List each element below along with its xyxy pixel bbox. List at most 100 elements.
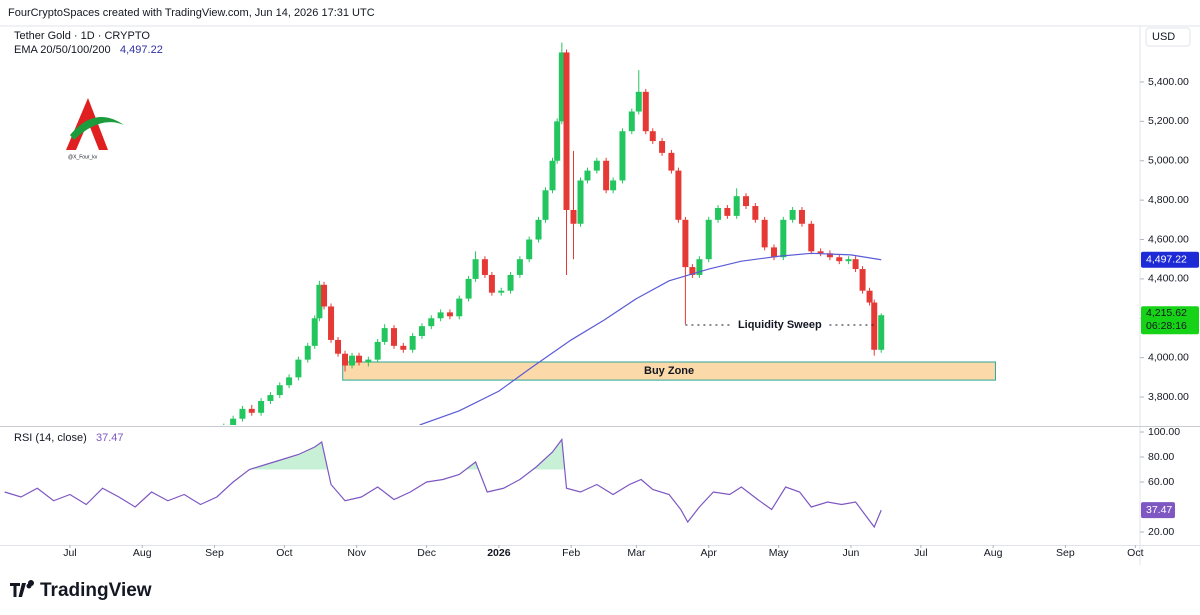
brand-name: TradingView bbox=[40, 580, 152, 601]
candle-body bbox=[390, 328, 397, 346]
candle-body bbox=[342, 353, 349, 366]
ema-line bbox=[419, 252, 882, 425]
price-pane: Buy Zone Liquidity Sweep bbox=[223, 42, 996, 425]
currency-box[interactable] bbox=[1145, 27, 1191, 47]
candle-body bbox=[526, 239, 533, 260]
candle-body bbox=[668, 152, 675, 171]
candle-body bbox=[516, 259, 523, 275]
candle-body bbox=[258, 400, 265, 413]
candle-body bbox=[535, 219, 542, 240]
candle-body bbox=[400, 345, 407, 350]
ema-legend-value: 4,497.22 bbox=[120, 44, 163, 56]
rsi-tick-label: 100.00 bbox=[1148, 426, 1180, 438]
candle-body bbox=[542, 190, 549, 220]
candle-body bbox=[481, 259, 488, 275]
candle-body bbox=[610, 180, 617, 191]
x-tick-label: Apr bbox=[701, 547, 718, 559]
candle-body bbox=[715, 208, 722, 220]
close-price-label: 4,215.62 bbox=[1146, 307, 1187, 319]
y-tick-label: 5,000.00 bbox=[1148, 155, 1189, 167]
candle-body bbox=[871, 302, 878, 350]
rsi-pane bbox=[4, 437, 882, 529]
y-tick-label: 4,600.00 bbox=[1148, 233, 1189, 245]
x-tick-label: Aug bbox=[133, 547, 152, 559]
candle-body bbox=[675, 170, 682, 220]
x-tick-label: Sep bbox=[205, 547, 224, 559]
candle-body bbox=[628, 111, 635, 132]
logo-caption: @X_Four_kv bbox=[68, 154, 98, 160]
brand-mark bbox=[10, 580, 34, 597]
candle-body bbox=[286, 377, 293, 386]
candle-body bbox=[836, 257, 843, 262]
candle-body bbox=[549, 160, 556, 191]
close-price-tag bbox=[1141, 306, 1199, 335]
x-tick-label: 2026 bbox=[487, 547, 511, 559]
candle-body bbox=[642, 91, 649, 132]
candle-body bbox=[465, 278, 472, 299]
rsi-tick-label: 20.00 bbox=[1148, 526, 1174, 538]
candle-body bbox=[295, 359, 302, 378]
candle-body bbox=[705, 219, 712, 260]
x-tick-label: May bbox=[769, 547, 790, 559]
ema-price-tag bbox=[1141, 251, 1199, 268]
x-tick-label: Feb bbox=[562, 547, 580, 559]
candle-body bbox=[593, 160, 600, 171]
x-tick-label: Jul bbox=[63, 547, 76, 559]
y-tick-label: 5,200.00 bbox=[1148, 115, 1189, 127]
candle-body bbox=[817, 251, 824, 254]
candle-body bbox=[619, 131, 626, 181]
candle-body bbox=[321, 284, 328, 307]
candle-body bbox=[554, 121, 561, 161]
header: FourCryptoSpaces created with TradingVie… bbox=[8, 7, 375, 19]
rsi-tick-label: 80.00 bbox=[1148, 451, 1174, 463]
candle-body bbox=[356, 355, 363, 363]
candle-body bbox=[365, 359, 372, 363]
candle-body bbox=[649, 131, 656, 142]
candle-body bbox=[456, 298, 463, 317]
y-tick-label: 5,400.00 bbox=[1148, 76, 1189, 88]
candle-body bbox=[635, 91, 642, 112]
candle-body bbox=[507, 274, 514, 291]
x-tick-label: Jul bbox=[914, 547, 927, 559]
ema-legend: EMA 20/50/100/200 bbox=[14, 44, 111, 56]
candle-body bbox=[682, 219, 689, 268]
zone-label: Buy Zone bbox=[644, 365, 694, 377]
x-tick-label: Oct bbox=[276, 547, 292, 559]
logo-swoosh bbox=[70, 117, 124, 140]
candle-body bbox=[603, 160, 610, 191]
candle-body bbox=[696, 259, 703, 275]
brand-dot bbox=[26, 583, 32, 589]
candle-body bbox=[878, 315, 885, 350]
candle-body bbox=[808, 223, 815, 252]
y-tick-label: 4,800.00 bbox=[1148, 194, 1189, 206]
x-tick-label: Sep bbox=[1056, 547, 1075, 559]
candle-body bbox=[558, 52, 565, 122]
currency: USD bbox=[1152, 31, 1175, 43]
candle-body bbox=[230, 418, 237, 425]
brand: TradingView bbox=[10, 580, 152, 601]
ema-price-label: 4,497.22 bbox=[1146, 254, 1187, 266]
candle-body bbox=[409, 335, 416, 350]
candle-body bbox=[852, 259, 859, 270]
candle-body bbox=[239, 408, 246, 419]
symbol-title: Tether Gold · 1D · CRYPTO bbox=[14, 30, 150, 42]
candle-body bbox=[743, 196, 750, 207]
axes: 3,800.004,000.004,200.004,400.004,600.00… bbox=[63, 76, 1199, 559]
candle-body bbox=[276, 385, 283, 396]
candle-body bbox=[304, 345, 311, 360]
candle-body bbox=[659, 141, 666, 153]
candle-body bbox=[752, 206, 759, 220]
candle-body bbox=[316, 284, 323, 319]
candle-body bbox=[563, 52, 570, 210]
x-tick-label: Nov bbox=[347, 547, 366, 559]
candle-body bbox=[689, 267, 696, 275]
candle-body bbox=[267, 395, 274, 401]
candle-body bbox=[328, 306, 335, 340]
candle-body bbox=[845, 259, 852, 262]
x-tick-label: Mar bbox=[627, 547, 646, 559]
candle-body bbox=[472, 259, 479, 279]
rsi-tag bbox=[1141, 502, 1175, 519]
candle-body bbox=[446, 312, 453, 317]
